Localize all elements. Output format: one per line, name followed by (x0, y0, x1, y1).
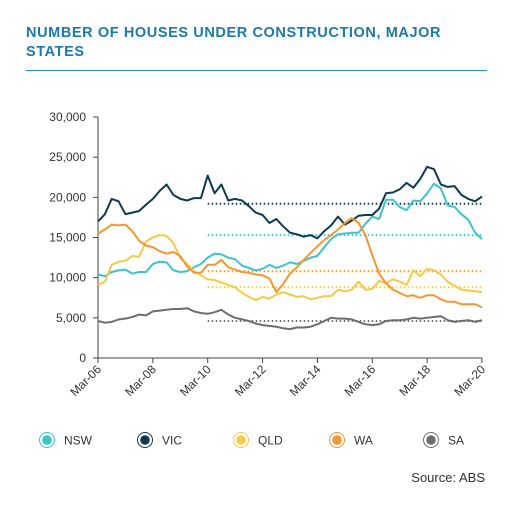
y-tick-label: 25,000 (49, 150, 86, 164)
x-tick-label: Mar-08 (122, 362, 159, 399)
y-tick-label: 10,000 (49, 271, 86, 285)
series-line-nsw (97, 182, 483, 278)
x-tick-label: Mar-10 (177, 362, 214, 399)
series-lines (97, 165, 483, 331)
legend-marker (138, 433, 152, 447)
y-tick-label: 5,000 (56, 311, 86, 325)
legend-item-nsw: NSW (39, 432, 93, 448)
y-tick-label: 15,000 (49, 231, 86, 245)
average-lines (207, 202, 482, 323)
series-line-qld (97, 234, 483, 302)
series-line-wa (97, 217, 483, 309)
x-tick-label: Mar-20 (451, 362, 488, 399)
legend-marker (234, 433, 248, 447)
legend-marker-ring (137, 432, 153, 448)
y-tick-label: 30,000 (49, 110, 86, 124)
legend: NSW VIC QLD WA SA (39, 432, 464, 448)
legend-item-wa: WA (329, 432, 373, 448)
x-tick-label: Mar-12 (232, 362, 269, 399)
x-tick-label: Mar-14 (287, 362, 324, 399)
y-tick-label: 20,000 (49, 190, 86, 204)
legend-label: QLD (258, 434, 283, 448)
source-note: Source: ABS (411, 470, 485, 485)
chart-title: NUMBER OF HOUSES UNDER CONSTRUCTION, MAJ… (26, 25, 442, 60)
legend-label: WA (354, 434, 373, 448)
legend-label: NSW (64, 434, 93, 448)
legend-marker-ring (233, 432, 249, 448)
title-divider (26, 70, 487, 71)
y-axis: 0 5,000 10,000 15,000 20,000 25,000 30,000 (49, 110, 99, 365)
legend-item-vic: VIC (137, 432, 182, 448)
y-tick-label: 0 (79, 351, 86, 365)
legend-item-sa: SA (423, 432, 464, 448)
legend-marker (330, 433, 344, 447)
legend-marker (40, 433, 54, 447)
x-tick-label: Mar-06 (67, 362, 104, 399)
legend-marker-ring (329, 432, 345, 448)
legend-item-qld: QLD (233, 432, 283, 448)
series-line-vic (97, 165, 483, 240)
legend-marker-ring (39, 432, 55, 448)
legend-label: VIC (162, 434, 182, 448)
legend-marker (424, 433, 438, 447)
series-line-sa (97, 307, 483, 331)
x-tick-label: Mar-16 (342, 362, 379, 399)
x-tick-label: Mar-18 (396, 362, 433, 399)
x-axis: Mar-06 Mar-08 Mar-10 Mar-12 Mar-14 Mar-16 Mar-… (67, 357, 488, 399)
legend-marker-ring (423, 432, 439, 448)
legend-label: SA (448, 434, 464, 448)
